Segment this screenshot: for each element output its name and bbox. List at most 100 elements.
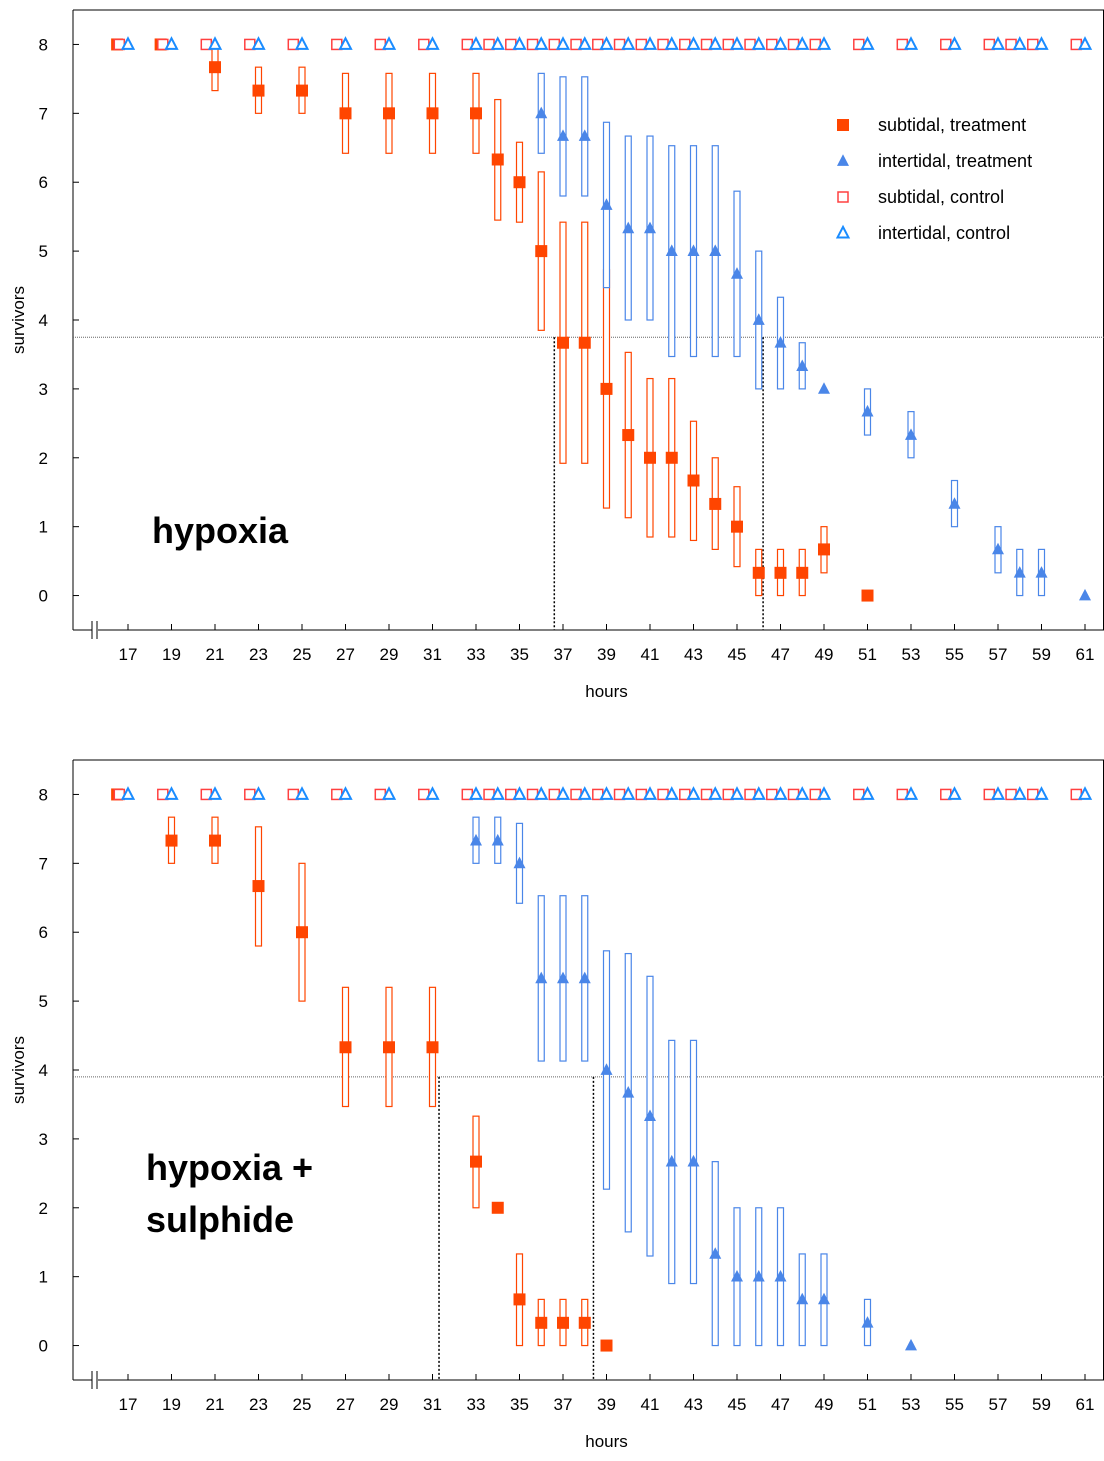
data-point-subtidal-treatment [535, 245, 548, 258]
y-tick-label: 1 [39, 1268, 48, 1287]
legend-label: intertidal, treatment [878, 151, 1032, 171]
control-marker-intertidal [708, 36, 723, 50]
data-point-intertidal-treatment [600, 1063, 613, 1075]
control-marker-intertidal [860, 786, 875, 800]
control-marker-intertidal [294, 36, 310, 50]
control-marker-intertidal [534, 786, 549, 800]
x-tick-label: 21 [206, 1395, 225, 1414]
data-point-intertidal-treatment [557, 971, 569, 984]
data-point-intertidal-treatment [948, 497, 961, 509]
data-point-subtidal-treatment [600, 1339, 613, 1352]
data-point-subtidal-treatment [752, 566, 765, 579]
data-point-intertidal-treatment [687, 1154, 700, 1167]
data-point-subtidal-treatment [557, 336, 569, 349]
control-marker-intertidal [795, 786, 810, 800]
control-marker-intertidal [773, 786, 788, 800]
control-marker-intertidal [795, 36, 810, 50]
control-marker-intertidal [599, 36, 614, 50]
control-marker-intertidal [686, 786, 701, 800]
control-marker-intertidal [773, 36, 788, 50]
x-tick-label: 33 [467, 1395, 486, 1414]
x-axis-title: hours [585, 1432, 628, 1451]
panel-annotation: hypoxia + [146, 1147, 313, 1188]
data-point-intertidal-treatment [731, 267, 743, 279]
control-marker-intertidal [751, 786, 766, 800]
control-marker-intertidal [425, 786, 440, 800]
y-tick-label: 7 [39, 854, 48, 873]
x-tick-label: 17 [119, 645, 138, 664]
x-tick-label: 35 [510, 1395, 529, 1414]
data-point-subtidal-treatment [209, 834, 221, 847]
y-tick-label: 3 [39, 380, 48, 399]
x-tick-label: 55 [945, 645, 964, 664]
data-point-intertidal-treatment [774, 1269, 787, 1282]
control-marker-intertidal [1034, 786, 1049, 800]
control-marker-intertidal [490, 36, 505, 50]
data-point-intertidal-treatment [796, 1292, 809, 1305]
control-marker-intertidal [338, 786, 353, 800]
control-marker-intertidal [120, 786, 136, 800]
y-tick-label: 2 [39, 1199, 48, 1218]
data-point-subtidal-treatment [491, 153, 504, 166]
control-marker-intertidal [381, 36, 397, 50]
data-point-intertidal-treatment [774, 336, 787, 348]
legend-marker-open-square [837, 191, 849, 203]
control-marker-intertidal [947, 36, 962, 50]
data-point-intertidal-treatment [861, 1316, 874, 1328]
y-tick-label: 0 [39, 587, 48, 606]
control-marker-intertidal [1012, 786, 1027, 800]
control-marker-intertidal [990, 786, 1006, 800]
data-point-intertidal-treatment [861, 404, 874, 417]
data-point-subtidal-treatment [578, 1316, 591, 1329]
data-point-intertidal-treatment [665, 1154, 678, 1167]
y-tick-label: 6 [39, 173, 48, 192]
data-point-subtidal-treatment [339, 1041, 352, 1054]
series-subtidal-control [113, 38, 1083, 51]
x-tick-label: 19 [162, 645, 181, 664]
control-marker-intertidal [1012, 36, 1027, 50]
x-tick-label: 45 [728, 645, 747, 664]
control-marker-intertidal [729, 36, 745, 50]
panel-annotation: sulphide [146, 1199, 294, 1240]
data-point-subtidal-treatment [600, 382, 613, 395]
legend-label: intertidal, control [878, 223, 1010, 243]
x-tick-label: 45 [728, 1395, 747, 1414]
data-point-subtidal-treatment [535, 1316, 548, 1329]
control-marker-intertidal [120, 36, 136, 50]
y-tick-label: 5 [39, 992, 48, 1011]
control-marker-intertidal [621, 786, 636, 800]
control-marker-intertidal [642, 786, 658, 800]
data-point-intertidal-treatment [557, 129, 569, 141]
data-point-subtidal-treatment [774, 566, 787, 579]
x-tick-label: 25 [293, 645, 312, 664]
panel-annotation: hypoxia [152, 510, 289, 551]
data-point-subtidal-treatment [861, 589, 874, 602]
data-point-intertidal-treatment [992, 542, 1004, 555]
control-marker-intertidal [642, 36, 658, 50]
legend-marker-filled-square [837, 119, 849, 131]
control-marker-intertidal [577, 36, 592, 50]
data-point-intertidal-treatment [665, 244, 678, 256]
x-tick-label: 31 [423, 1395, 442, 1414]
x-tick-label: 27 [336, 645, 355, 664]
control-marker-intertidal [729, 786, 745, 800]
x-tick-label: 27 [336, 1395, 355, 1414]
control-marker-intertidal [664, 786, 679, 800]
data-point-subtidal-treatment [513, 1293, 526, 1306]
x-tick-label: 53 [902, 1395, 921, 1414]
x-tick-label: 51 [858, 645, 877, 664]
y-tick-label: 8 [39, 35, 48, 54]
data-point-subtidal-treatment [709, 497, 722, 510]
control-marker-intertidal [490, 786, 505, 800]
y-tick-label: 2 [39, 449, 48, 468]
data-point-intertidal-treatment [535, 971, 548, 984]
series-intertidal-control [120, 786, 1093, 800]
control-marker-intertidal [686, 36, 701, 50]
x-axis-title: hours [585, 682, 628, 701]
legend: subtidal, treatment intertidal, treatment… [835, 115, 1032, 243]
x-tick-label: 17 [119, 1395, 138, 1414]
data-point-subtidal-treatment [470, 1155, 482, 1168]
x-tick-label: 47 [771, 1395, 790, 1414]
data-point-intertidal-treatment [687, 244, 700, 256]
